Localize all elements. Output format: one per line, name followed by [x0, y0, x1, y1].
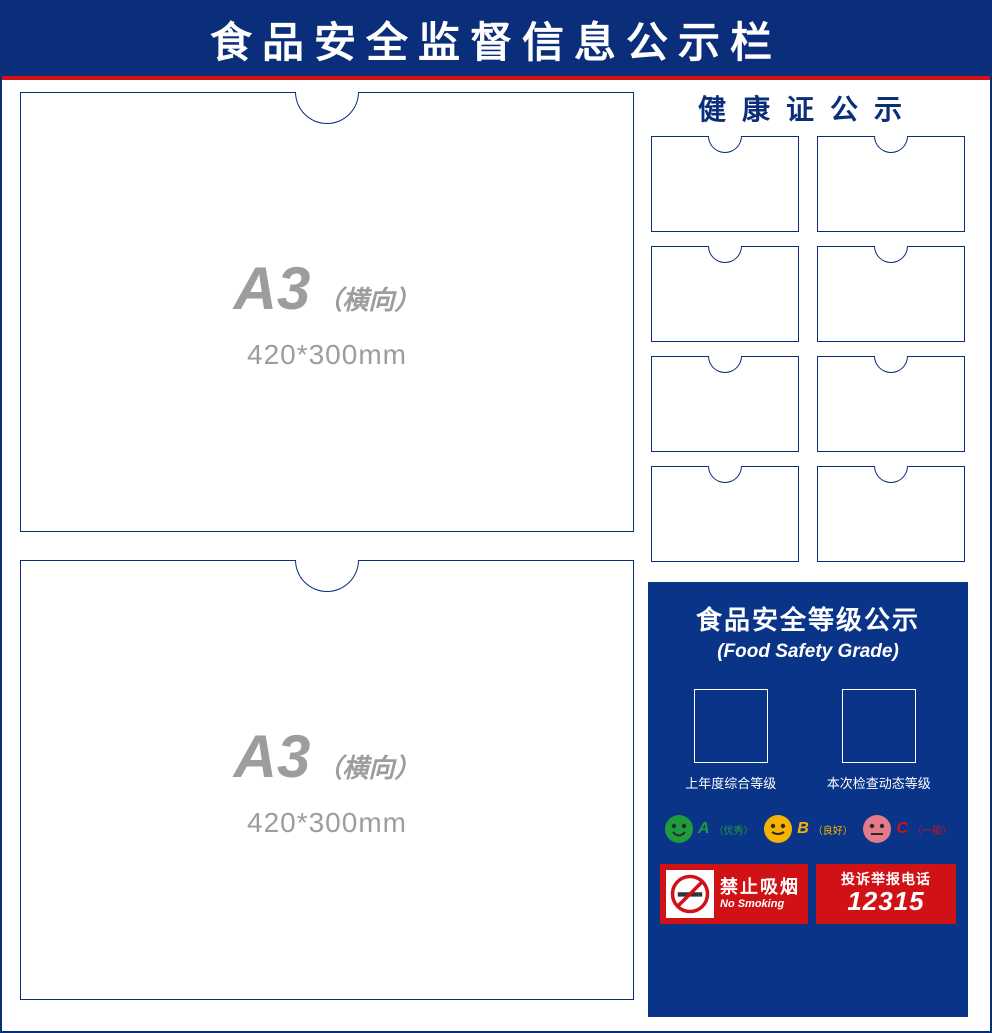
pocket-notch-icon: [295, 92, 359, 124]
a3-title-row: A3 （横向）: [234, 254, 421, 323]
legend-item-a: A （优秀）: [664, 814, 754, 844]
a3-pocket-2: A3 （横向） 420*300mm: [20, 560, 634, 1000]
health-cert-slot: [817, 466, 965, 562]
right-column: 健康证公示 食品安全等级公示 (Food Safety Grade) 上年度综合…: [648, 92, 968, 1017]
legend-letter: C: [896, 820, 908, 838]
grade-box-current: 本次检查动态等级: [827, 689, 931, 792]
info-board: 食品安全监督信息公示栏 A3 （横向） 420*300mm A3 （横向） 42…: [0, 0, 992, 1033]
grade-title-cn: 食品安全等级公示: [660, 600, 956, 637]
grade-boxes-row: 上年度综合等级 本次检查动态等级: [660, 689, 956, 792]
legend-item-c: C （一般）: [862, 814, 952, 844]
legend-item-b: B （良好）: [763, 814, 853, 844]
no-smoking-cn: 禁止吸烟: [720, 877, 800, 898]
hotline-number: 12315: [847, 887, 924, 916]
a3-label: A3: [234, 722, 311, 791]
a3-title-row: A3 （横向）: [234, 722, 421, 791]
pocket-notch-icon: [874, 466, 908, 483]
a3-orientation: （横向）: [316, 280, 420, 317]
complaint-hotline: 投诉举报电话 12315: [816, 864, 956, 924]
legend-desc: （一般）: [912, 822, 952, 837]
no-smoking-sign: 禁止吸烟 No Smoking: [660, 864, 808, 924]
health-cert-grid: [648, 136, 968, 562]
grade-box-slot: [694, 689, 768, 763]
grade-box-prev: 上年度综合等级: [685, 689, 776, 792]
legend-letter: A: [698, 820, 710, 838]
left-column: A3 （横向） 420*300mm A3 （横向） 420*300mm: [20, 92, 634, 1017]
grade-panel: 食品安全等级公示 (Food Safety Grade) 上年度综合等级 本次检…: [648, 582, 968, 1017]
pocket-notch-icon: [708, 466, 742, 483]
pocket-notch-icon: [874, 246, 908, 263]
health-cert-slot: [817, 246, 965, 342]
a3-size: 420*300mm: [247, 339, 407, 371]
legend-letter: B: [797, 820, 809, 838]
grade-title-en: (Food Safety Grade): [660, 641, 956, 663]
a3-label: A3: [234, 254, 311, 323]
no-smoking-text: 禁止吸烟 No Smoking: [720, 877, 800, 910]
hotline-label: 投诉举报电话: [841, 872, 931, 887]
health-cert-slot: [817, 356, 965, 452]
health-cert-slot: [817, 136, 965, 232]
pocket-notch-icon: [295, 560, 359, 592]
health-cert-slot: [651, 466, 799, 562]
health-cert-slot: [651, 356, 799, 452]
grade-legend: A （优秀） B （良好） C （一般）: [660, 814, 956, 844]
pocket-notch-icon: [874, 136, 908, 153]
face-icon: [862, 814, 892, 844]
bottom-row: 禁止吸烟 No Smoking 投诉举报电话 12315: [660, 864, 956, 924]
pocket-notch-icon: [874, 356, 908, 373]
face-icon: [763, 814, 793, 844]
grade-box-slot: [842, 689, 916, 763]
board-header: 食品安全监督信息公示栏: [2, 2, 990, 76]
health-cert-title: 健康证公示: [648, 88, 968, 128]
face-icon: [664, 814, 694, 844]
no-smoking-en: No Smoking: [720, 898, 800, 911]
no-smoking-icon: [666, 870, 714, 918]
pocket-notch-icon: [708, 136, 742, 153]
a3-orientation: （横向）: [316, 748, 420, 785]
header-title: 食品安全监督信息公示栏: [210, 9, 782, 70]
health-cert-slot: [651, 246, 799, 342]
legend-desc: （良好）: [813, 822, 853, 837]
health-cert-slot: [651, 136, 799, 232]
pocket-notch-icon: [708, 246, 742, 263]
a3-size: 420*300mm: [247, 807, 407, 839]
grade-box-label: 本次检查动态等级: [827, 773, 931, 792]
legend-desc: （优秀）: [714, 822, 754, 837]
a3-pocket-1: A3 （横向） 420*300mm: [20, 92, 634, 532]
content-area: A3 （横向） 420*300mm A3 （横向） 420*300mm 健康证公…: [2, 80, 990, 1031]
pocket-notch-icon: [708, 356, 742, 373]
grade-box-label: 上年度综合等级: [685, 773, 776, 792]
